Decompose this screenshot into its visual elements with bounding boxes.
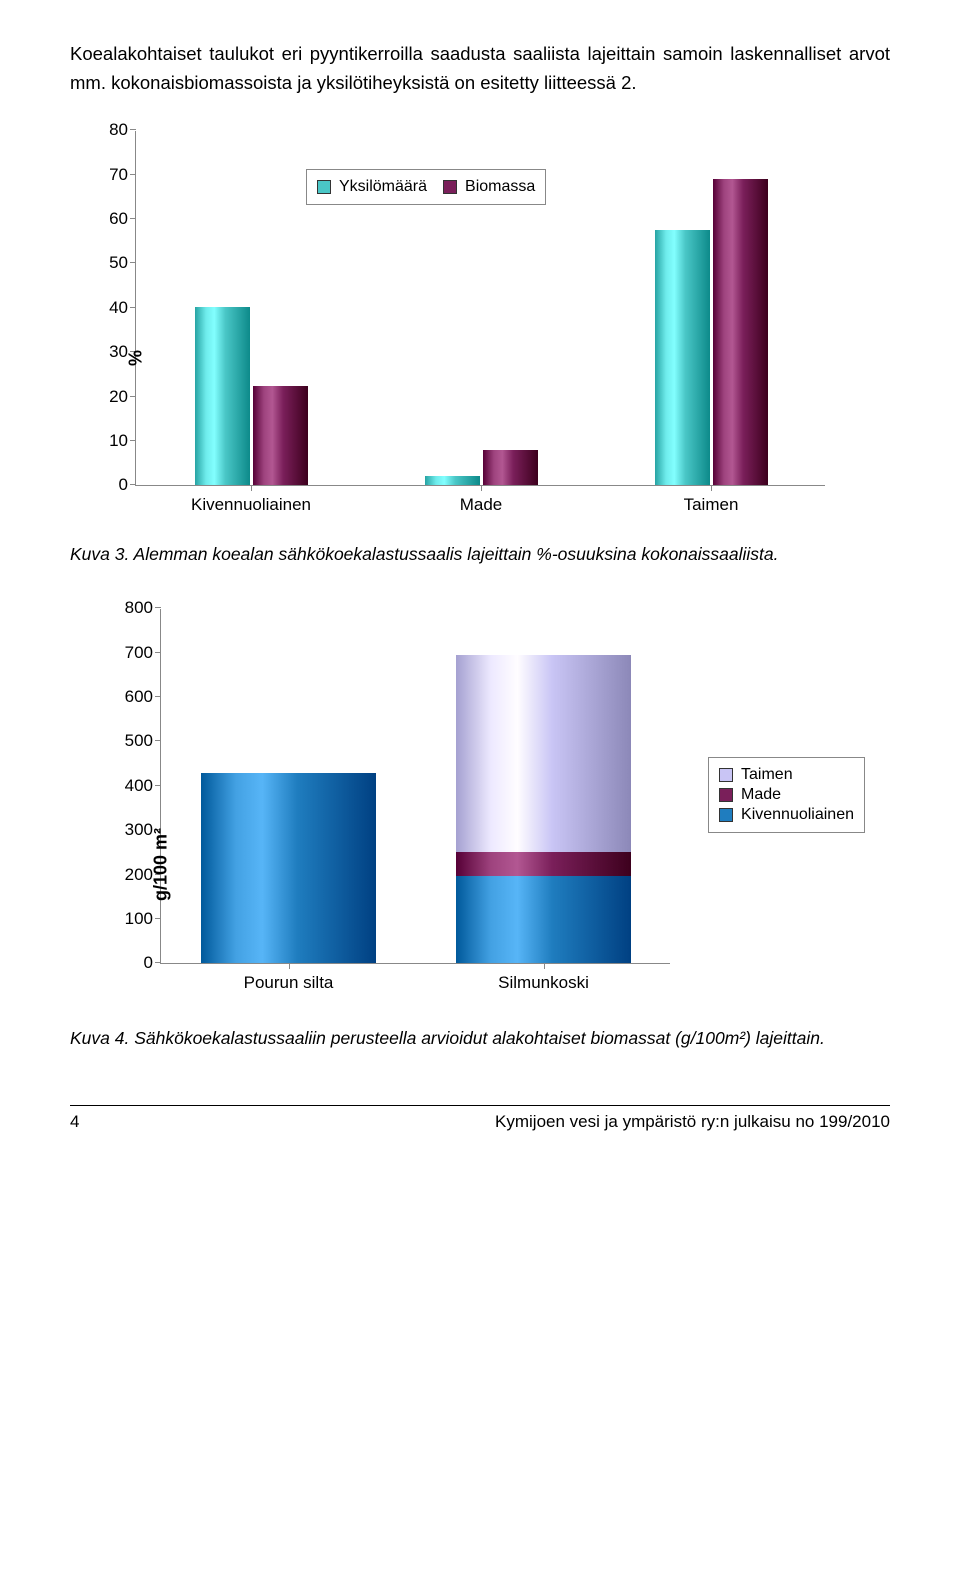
chart2-legend-item: Taimen bbox=[719, 766, 854, 784]
chart1-bar bbox=[483, 450, 538, 486]
chart1-ytick-mark bbox=[130, 484, 136, 485]
chart1-ytick-label: 50 bbox=[109, 253, 136, 273]
chart1-bar bbox=[655, 230, 710, 485]
chart1-bar bbox=[253, 386, 308, 486]
chart1-ylabel: % bbox=[126, 308, 147, 366]
chart1-bar bbox=[425, 476, 480, 485]
chart2-ytick-mark bbox=[155, 740, 161, 741]
chart1-legend: Yksilömäärä Biomassa bbox=[306, 169, 546, 205]
page-footer: 4 Kymijoen vesi ja ympäristö ry:n julkai… bbox=[70, 1105, 890, 1132]
intro-paragraph: Koealakohtaiset taulukot eri pyyntikerro… bbox=[70, 40, 890, 97]
chart2-ytick-label: 800 bbox=[125, 598, 161, 618]
chart2-ytick-label: 700 bbox=[125, 643, 161, 663]
chart1-ytick-label: 10 bbox=[109, 431, 136, 451]
legend-label: Yksilömäärä bbox=[339, 178, 427, 196]
chart1-ytick-mark bbox=[130, 174, 136, 175]
chart2-legend-item: Kivennuoliainen bbox=[719, 806, 854, 824]
chart2-ytick-mark bbox=[155, 696, 161, 697]
chart2-bar-segment bbox=[201, 773, 376, 964]
chart1-legend-item: Biomassa bbox=[443, 178, 535, 196]
chart1-ytick-mark bbox=[130, 262, 136, 263]
legend-label: Biomassa bbox=[465, 178, 535, 196]
chart2-ytick-label: 100 bbox=[125, 909, 161, 929]
chart1-xtick-label: Taimen bbox=[684, 485, 739, 515]
chart2-bar-segment bbox=[456, 655, 631, 851]
chart-1: 01020304050607080%KivennuoliainenMadeTai… bbox=[70, 121, 890, 526]
legend-label: Kivennuoliainen bbox=[741, 806, 854, 824]
chart2-ytick-mark bbox=[155, 918, 161, 919]
chart1-ytick-label: 70 bbox=[109, 165, 136, 185]
chart1-xtick-label: Made bbox=[460, 485, 503, 515]
chart1-xtick-label: Kivennuoliainen bbox=[191, 485, 311, 515]
chart2-plot-area: 0100200300400500600700800g/100 m²Pourun … bbox=[160, 609, 670, 964]
legend-swatch bbox=[317, 180, 331, 194]
chart1-ytick-mark bbox=[130, 129, 136, 130]
chart1-plot-area: 01020304050607080%KivennuoliainenMadeTai… bbox=[135, 131, 825, 486]
chart1-bar bbox=[195, 307, 250, 485]
chart2-ytick-mark bbox=[155, 652, 161, 653]
chart-2: 0100200300400500600700800g/100 m²Pourun … bbox=[70, 599, 890, 1010]
chart1-ytick-label: 20 bbox=[109, 387, 136, 407]
chart2-ytick-label: 0 bbox=[144, 953, 161, 973]
chart2-ytick-label: 500 bbox=[125, 731, 161, 751]
chart1-legend-item: Yksilömäärä bbox=[317, 178, 427, 196]
chart1-ytick-label: 0 bbox=[119, 475, 136, 495]
chart2-ytick-mark bbox=[155, 962, 161, 963]
legend-swatch bbox=[719, 808, 733, 822]
chart2-bar-segment bbox=[456, 852, 631, 877]
chart2-legend-item: Made bbox=[719, 786, 854, 804]
caption-1: Kuva 3. Alemman koealan sähkökoekalastus… bbox=[70, 544, 890, 565]
legend-swatch bbox=[443, 180, 457, 194]
chart1-ytick-label: 80 bbox=[109, 120, 136, 140]
caption-2: Kuva 4. Sähkökoekalastussaaliin perustee… bbox=[70, 1028, 890, 1049]
chart2-bar-segment bbox=[456, 876, 631, 963]
legend-swatch bbox=[719, 768, 733, 782]
chart2-ytick-mark bbox=[155, 607, 161, 608]
chart2-xtick-label: Pourun silta bbox=[244, 963, 334, 993]
chart1-ytick-mark bbox=[130, 396, 136, 397]
chart1-bar bbox=[713, 179, 768, 485]
legend-swatch bbox=[719, 788, 733, 802]
chart2-xtick-label: Silmunkoski bbox=[498, 963, 589, 993]
chart2-ytick-label: 600 bbox=[125, 687, 161, 707]
chart1-ytick-mark bbox=[130, 440, 136, 441]
chart1-ytick-label: 60 bbox=[109, 209, 136, 229]
chart2-ylabel: g/100 m² bbox=[151, 786, 172, 901]
legend-label: Made bbox=[741, 786, 781, 804]
page-number: 4 bbox=[70, 1112, 79, 1132]
legend-label: Taimen bbox=[741, 766, 793, 784]
chart1-ytick-mark bbox=[130, 218, 136, 219]
chart2-legend: Taimen Made Kivennuoliainen bbox=[708, 757, 865, 833]
footer-text: Kymijoen vesi ja ympäristö ry:n julkaisu… bbox=[495, 1112, 890, 1132]
